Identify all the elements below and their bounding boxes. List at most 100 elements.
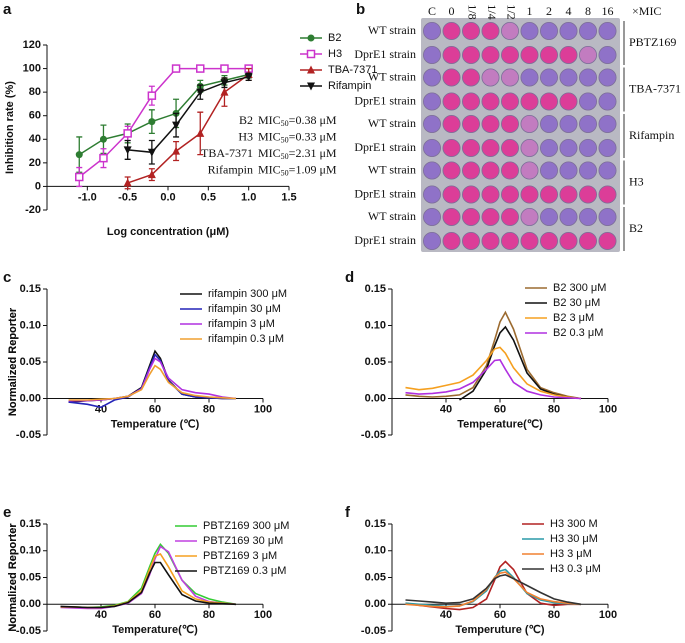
well bbox=[461, 185, 480, 204]
well bbox=[520, 92, 539, 111]
y-tick-label: 0.05 bbox=[20, 571, 41, 583]
marker bbox=[99, 153, 108, 163]
legend-label: PBTZ169 300 μM bbox=[203, 520, 289, 532]
y-tick-label: -0.05 bbox=[361, 625, 386, 637]
well bbox=[540, 115, 559, 134]
column-label: 8 bbox=[585, 4, 591, 18]
legend-label: H3 30 μM bbox=[550, 533, 598, 545]
y-tick-label: -0.05 bbox=[16, 625, 41, 637]
row-label: DprE1 strain bbox=[354, 186, 416, 200]
x-tick-label: 80 bbox=[548, 609, 560, 621]
x-tick-label: 40 bbox=[440, 609, 452, 621]
group-label: TBA-7371 bbox=[629, 81, 681, 95]
well bbox=[598, 46, 617, 65]
group-label: B2 bbox=[629, 221, 643, 235]
annotation-name: Rifampin bbox=[208, 162, 253, 176]
annotation-sub: 50 bbox=[281, 168, 289, 177]
x-tick-label: 80 bbox=[548, 403, 560, 415]
series-line bbox=[405, 310, 582, 400]
marker bbox=[196, 88, 205, 97]
y-axis-label: Normalized Reporter bbox=[7, 307, 19, 416]
series-line bbox=[405, 358, 582, 400]
y-tick-label: 40 bbox=[29, 133, 41, 145]
well bbox=[559, 185, 578, 204]
well bbox=[442, 185, 461, 204]
x-tick-label: 40 bbox=[440, 403, 452, 415]
well bbox=[442, 21, 461, 41]
legend-label: PBTZ169 30 μM bbox=[203, 535, 283, 547]
legend-label: PBTZ169 0.3 μM bbox=[203, 565, 286, 577]
well bbox=[540, 207, 559, 226]
well bbox=[422, 161, 441, 180]
marker bbox=[244, 73, 253, 82]
y-tick-label: 0.05 bbox=[20, 356, 41, 368]
well bbox=[559, 92, 578, 111]
well bbox=[579, 92, 598, 111]
x-tick-label: 80 bbox=[203, 609, 215, 621]
well bbox=[442, 231, 461, 250]
well bbox=[540, 231, 559, 250]
well bbox=[579, 138, 598, 157]
marker bbox=[196, 128, 205, 137]
well bbox=[500, 185, 519, 204]
row-label: WT strain bbox=[368, 69, 416, 83]
well bbox=[500, 115, 519, 134]
series-line bbox=[68, 364, 237, 401]
series-line bbox=[127, 73, 250, 184]
x-tick-label: 40 bbox=[95, 609, 107, 621]
legend-label: H3 300 M bbox=[550, 518, 598, 530]
y-axis-label: Normalized Reporter bbox=[7, 307, 19, 416]
well bbox=[579, 21, 598, 41]
well bbox=[598, 21, 617, 41]
annotation-name: TBA-7371 bbox=[201, 146, 253, 160]
annotation-value: =1.09 μM bbox=[289, 162, 337, 176]
x-axis-label: Temperature(℃) bbox=[457, 418, 543, 430]
well bbox=[461, 21, 480, 41]
well bbox=[442, 92, 461, 111]
x-tick-label: -0.5 bbox=[118, 191, 137, 203]
x-tick-label: 60 bbox=[494, 609, 506, 621]
well bbox=[520, 138, 539, 157]
panel-letter: c bbox=[3, 269, 11, 286]
series-line bbox=[68, 357, 237, 402]
y-tick-label: 0.15 bbox=[365, 283, 386, 295]
group-label: H3 bbox=[629, 174, 644, 188]
row-label: DprE1 strain bbox=[354, 93, 416, 107]
y-tick-label: 0.00 bbox=[20, 392, 41, 404]
well bbox=[559, 138, 578, 157]
row-label: WT strain bbox=[368, 209, 416, 223]
series-line bbox=[405, 573, 582, 606]
annotation-value: =2.31 μM bbox=[289, 146, 337, 160]
well bbox=[598, 207, 617, 226]
annotation-text: MIC bbox=[258, 146, 281, 160]
y-axis-label: Normalized Reporter bbox=[7, 523, 19, 632]
y-tick-label: 0.10 bbox=[20, 545, 41, 557]
series-line bbox=[405, 346, 582, 400]
row-label: DprE1 strain bbox=[354, 47, 416, 61]
marker bbox=[147, 170, 156, 179]
y-tick-label: 0.15 bbox=[20, 518, 41, 530]
annotation-name: B2 bbox=[239, 113, 253, 127]
x-tick-label: 100 bbox=[599, 609, 617, 621]
annotation-sub: 50 bbox=[281, 119, 289, 128]
legend-label: B2 30 μM bbox=[553, 297, 600, 309]
well bbox=[540, 185, 559, 204]
well bbox=[500, 138, 519, 157]
column-label: 4 bbox=[566, 4, 572, 18]
well bbox=[559, 21, 578, 41]
legend-label: H3 0.3 μM bbox=[550, 563, 601, 575]
well bbox=[481, 185, 500, 204]
annotation-text: MIC bbox=[258, 113, 281, 127]
well bbox=[520, 185, 539, 204]
well bbox=[579, 161, 598, 180]
well bbox=[481, 46, 500, 65]
well bbox=[481, 231, 500, 250]
row-label: WT strain bbox=[368, 23, 416, 37]
marker bbox=[172, 146, 181, 155]
marker bbox=[148, 118, 156, 126]
y-tick-label: 0.05 bbox=[365, 571, 386, 583]
panel-letter: a bbox=[3, 1, 12, 18]
marker bbox=[123, 178, 132, 187]
series-line bbox=[405, 571, 582, 608]
y-tick-label: 0.15 bbox=[365, 518, 386, 530]
